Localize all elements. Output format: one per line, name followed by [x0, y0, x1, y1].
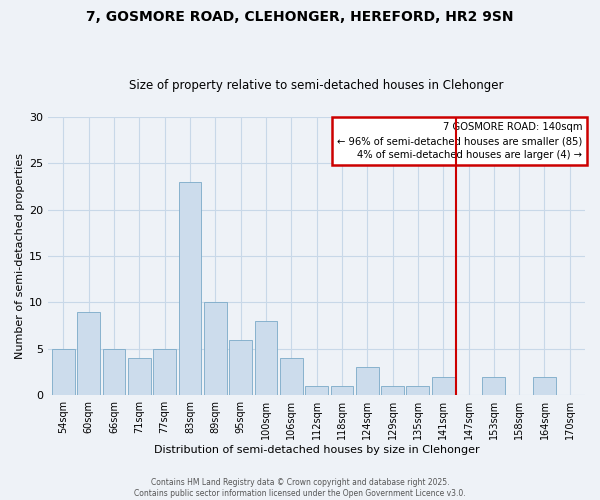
- Bar: [52, 349, 75, 396]
- Bar: [432, 377, 455, 396]
- Bar: [331, 386, 353, 396]
- X-axis label: Distribution of semi-detached houses by size in Clehonger: Distribution of semi-detached houses by …: [154, 445, 479, 455]
- Bar: [204, 302, 227, 396]
- Bar: [103, 349, 125, 396]
- Bar: [153, 349, 176, 396]
- Bar: [77, 312, 100, 396]
- Bar: [280, 358, 302, 396]
- Text: 7, GOSMORE ROAD, CLEHONGER, HEREFORD, HR2 9SN: 7, GOSMORE ROAD, CLEHONGER, HEREFORD, HR…: [86, 10, 514, 24]
- Bar: [533, 377, 556, 396]
- Bar: [406, 386, 429, 396]
- Y-axis label: Number of semi-detached properties: Number of semi-detached properties: [15, 153, 25, 359]
- Bar: [381, 386, 404, 396]
- Bar: [305, 386, 328, 396]
- Bar: [254, 321, 277, 396]
- Bar: [356, 368, 379, 396]
- Text: Contains HM Land Registry data © Crown copyright and database right 2025.
Contai: Contains HM Land Registry data © Crown c…: [134, 478, 466, 498]
- Bar: [482, 377, 505, 396]
- Bar: [179, 182, 202, 396]
- Title: Size of property relative to semi-detached houses in Clehonger: Size of property relative to semi-detach…: [130, 79, 504, 92]
- Text: 7 GOSMORE ROAD: 140sqm
← 96% of semi-detached houses are smaller (85)
4% of semi: 7 GOSMORE ROAD: 140sqm ← 96% of semi-det…: [337, 122, 583, 160]
- Bar: [128, 358, 151, 396]
- Bar: [229, 340, 252, 396]
